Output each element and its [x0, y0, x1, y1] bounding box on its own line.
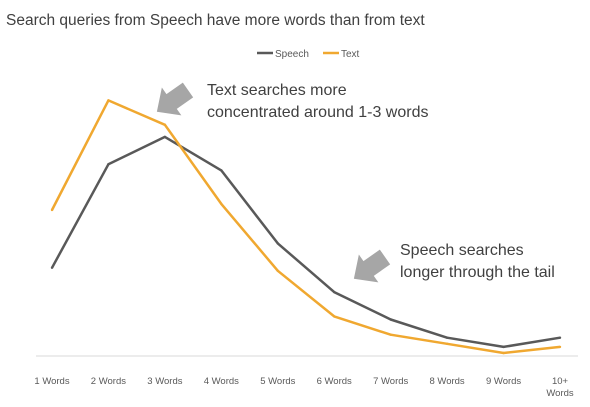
data-point-text-8	[445, 342, 449, 345]
data-point-text-5	[276, 269, 279, 272]
annotation-speech-tail: Speech searches longer through the tail	[353, 242, 555, 283]
x-tick-label: 6 Words	[317, 376, 352, 387]
x-tick-label: 10+ Words	[546, 376, 574, 399]
x-tick-label: 8 Words	[429, 376, 464, 387]
series-layer	[50, 99, 562, 355]
data-point-speech-1	[50, 266, 54, 269]
data-point-speech-6	[333, 290, 336, 294]
data-point-text-10	[558, 345, 562, 349]
legend-label-text: Text	[341, 49, 360, 60]
x-tick-label: 4 Words	[204, 376, 239, 387]
data-point-text-7	[389, 333, 392, 336]
data-point-text-6	[333, 315, 336, 318]
x-tick-labels: 1 Words 2 Words 3 Words 4 Words 5 Words 6 Wor…	[34, 376, 573, 399]
annotation-1-line-1: Text searches more	[207, 82, 347, 99]
x-tick-label: 7 Words	[373, 376, 408, 387]
annotation-1-line-2: concentrated around 1-3 words	[207, 104, 428, 121]
data-point-speech-4	[220, 169, 223, 172]
x-tick-label: 5 Words	[260, 376, 295, 387]
series-line-speech	[50, 135, 561, 349]
annotation-2-line-1: Speech searches	[400, 242, 524, 259]
legend: Speech Text	[257, 49, 360, 60]
x-tick-label: 1 Words	[34, 376, 69, 387]
data-point-speech-7	[389, 318, 392, 321]
x-tick-label: 9 Words	[486, 376, 521, 387]
data-point-speech-5	[276, 242, 279, 245]
data-point-text-2	[107, 99, 110, 102]
data-point-text-4	[220, 202, 223, 206]
annotation-arrow-1	[156, 82, 194, 116]
data-point-text-9	[502, 351, 505, 355]
data-point-speech-9	[502, 345, 505, 349]
data-point-speech-8	[445, 336, 449, 339]
legend-label-speech: Speech	[275, 49, 309, 60]
data-point-speech-10	[558, 336, 562, 339]
annotation-text-concentration: Text searches more concentrated around 1…	[156, 82, 428, 121]
data-point-text-1	[50, 208, 54, 212]
data-point-speech-2	[107, 163, 110, 166]
annotation-arrow-2	[353, 249, 391, 283]
annotation-2-line-2: longer through the tail	[400, 264, 555, 281]
series-line-text	[50, 99, 561, 355]
data-point-speech-3	[163, 135, 167, 139]
x-tick-label: 3 Words	[147, 376, 182, 387]
chart-title: Search queries from Speech have more wor…	[6, 12, 425, 29]
x-tick-label: 2 Words	[91, 376, 126, 387]
data-point-text-3	[163, 123, 167, 127]
